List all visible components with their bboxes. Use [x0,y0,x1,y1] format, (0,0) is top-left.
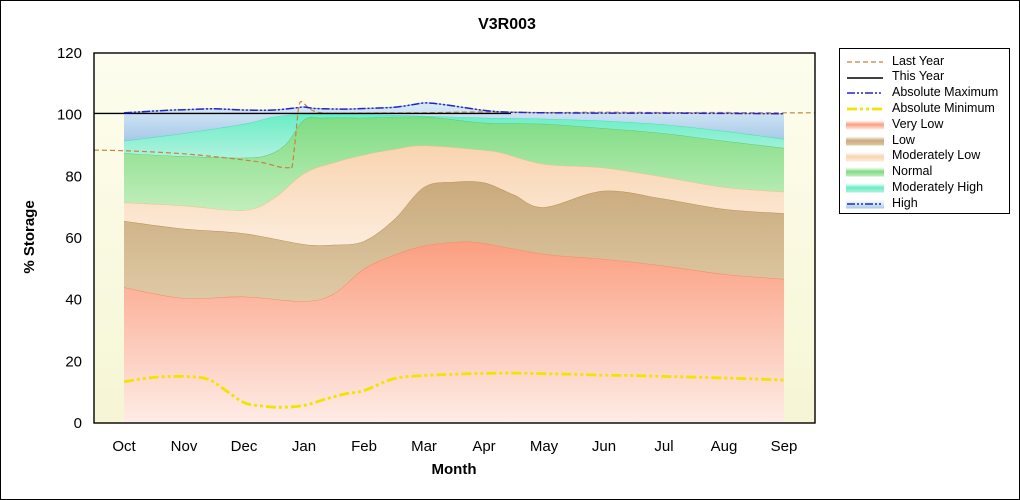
x-axis-label: Month [432,461,477,478]
page-title: V3R003 [478,16,536,33]
y-tick-label: 0 [74,415,82,432]
x-tick-label: Nov [171,438,198,455]
legend-swatch-very-low-icon [846,118,884,130]
legend-swatch-moderately-low-icon [846,150,884,162]
percentile-bands [123,102,785,423]
y-axis-label: % Storage [21,200,38,273]
y-tick-label: 80 [65,168,82,185]
band-very-low [124,241,784,423]
legend-swatch-high-icon [846,197,884,209]
legend-label: Low [892,132,915,147]
legend-label: Very Low [892,116,944,131]
legend-item-very-low: Very Low [846,116,1009,132]
legend-item-high: High [846,195,1009,211]
x-tick-label: Apr [472,438,495,455]
legend-label: Absolute Maximum [892,85,999,100]
x-tick-label: May [530,438,559,455]
legend-label: This Year [892,69,945,84]
x-tick-label: Sep [771,438,798,455]
legend-swatch-last-year-icon [846,55,884,67]
band-mod-high [124,113,784,158]
legend-swatch-normal-icon [846,165,884,177]
y-tick-label: 120 [57,45,82,62]
legend-item-normal: Normal [846,164,1009,180]
legend-item-last-year: Last Year [846,53,1009,69]
x-tick-label: Oct [112,438,136,455]
y-tick-label: 100 [57,107,82,124]
x-tick-label: Jul [654,438,673,455]
tick-labels: 0 20 40 60 80 100 120 Oct Nov Dec Jan Feb Mar Apr May J… [57,45,797,455]
legend: Last Year This Year Absolute Maximum Abs… [839,48,1010,214]
band-high [124,102,784,141]
legend-label: Moderately Low [892,148,981,163]
band-normal [124,116,784,211]
legend-item-absolute-minimum: Absolute Minimum [846,100,1009,116]
line-last-year [93,100,816,170]
legend-item-absolute-maximum: Absolute Maximum [846,85,1009,101]
legend-swatch-absolute-maximum-icon [846,86,884,98]
line-abs-min [123,371,785,409]
legend-label: Last Year [892,53,945,68]
legend-item-this-year: This Year [846,69,1009,85]
x-tick-label: Jun [592,438,616,455]
line-abs-max [123,102,785,115]
legend-swatch-this-year-icon [846,71,884,83]
plot-root: 0 20 40 60 80 100 120 Oct Nov Dec Jan Feb Mar Apr May J… [57,45,823,455]
x-tick-label: Jan [292,438,316,455]
overlay-lines [93,100,816,409]
y-tick-label: 60 [65,230,82,247]
x-tick-label: Dec [231,438,258,455]
legend-swatch-absolute-minimum-icon [846,102,884,114]
band-mod-low [124,145,784,246]
x-tick-label: Mar [411,438,437,455]
legend-swatch-low-icon [846,134,884,146]
y-tick-label: 20 [65,353,82,370]
legend-item-moderately-high: Moderately High [846,179,1009,195]
legend-swatch-moderately-high-icon [846,181,884,193]
x-tick-label: Aug [711,438,738,455]
band-low [124,181,784,302]
legend-label: Absolute Minimum [892,101,995,116]
legend-label: High [892,195,918,210]
x-tick-label: Feb [351,438,377,455]
legend-label: Moderately High [892,180,984,195]
y-tick-label: 40 [65,292,82,309]
legend-item-moderately-low: Moderately Low [846,148,1009,164]
legend-item-low: Low [846,132,1009,148]
legend-label: Normal [892,164,933,179]
